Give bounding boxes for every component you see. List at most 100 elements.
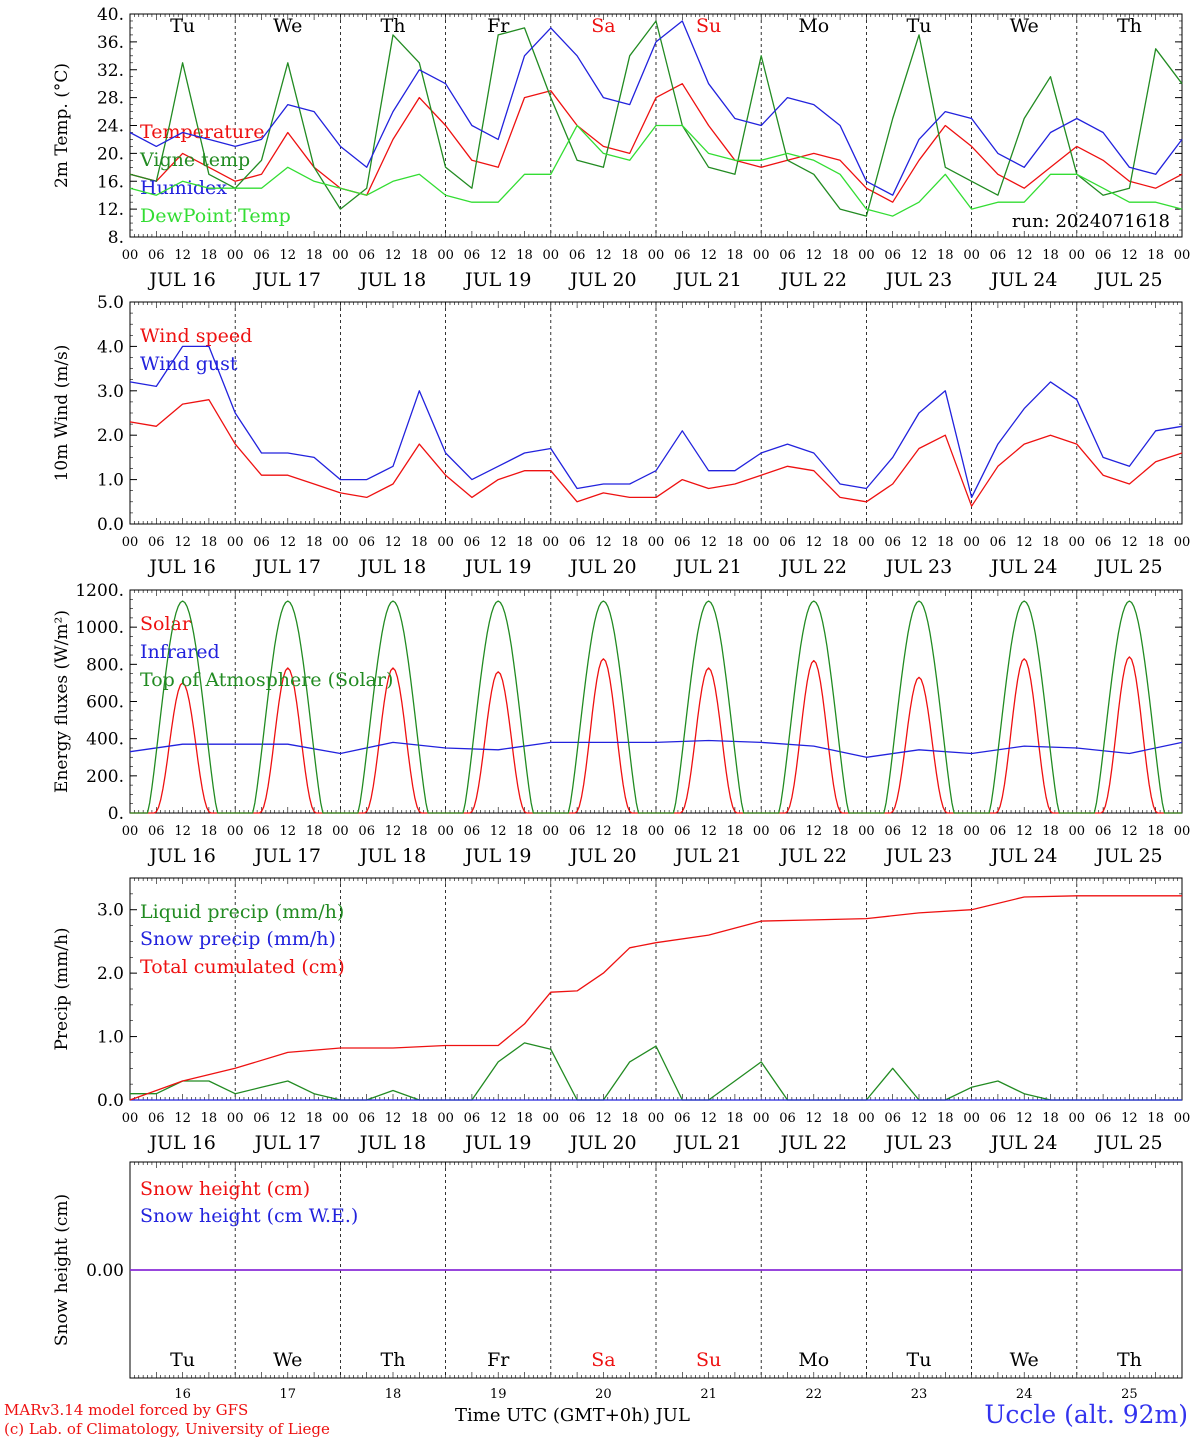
hour-tick-label: 06 xyxy=(148,535,165,550)
hour-tick-label: 00 xyxy=(332,248,349,263)
hour-tick-label: 18 xyxy=(516,535,533,550)
hour-tick-label: 00 xyxy=(1069,824,1086,839)
hour-tick-label: 06 xyxy=(148,824,165,839)
series-line xyxy=(129,739,1183,758)
series-line xyxy=(129,124,1183,217)
weekday-label: Fr xyxy=(487,15,510,37)
hour-tick-label: 12 xyxy=(490,1111,507,1126)
hour-tick-label: 06 xyxy=(358,1111,375,1126)
y-tick-label: 1200. xyxy=(75,581,124,601)
credit-line-2: (c) Lab. of Climatology, University of L… xyxy=(4,1420,330,1438)
hour-tick-label: 00 xyxy=(1069,248,1086,263)
hour-tick-label: 00 xyxy=(227,535,244,550)
y-axis-label: 2m Temp. (°C) xyxy=(52,63,72,188)
legend-entry: Snow height (cm) xyxy=(140,1178,310,1200)
day-label: JUL 22 xyxy=(779,845,847,867)
day-number-label: 24 xyxy=(1016,1387,1033,1400)
hour-tick-label: 00 xyxy=(122,1111,139,1126)
weekday-label: We xyxy=(1010,1349,1039,1371)
series-line xyxy=(129,895,1182,1101)
day-number-label: 21 xyxy=(700,1387,717,1400)
weekday-label: Sa xyxy=(591,1349,615,1371)
y-tick-label: 36. xyxy=(97,33,124,53)
weekday-label: Su xyxy=(696,1349,721,1371)
hour-tick-label: 12 xyxy=(595,824,612,839)
hour-tick-label: 18 xyxy=(411,824,428,839)
hour-tick-label: 00 xyxy=(227,248,244,263)
weekday-label: Fr xyxy=(487,1349,510,1371)
hour-tick-label: 18 xyxy=(727,248,744,263)
hour-tick-label: 12 xyxy=(700,248,717,263)
y-tick-label: 2.0 xyxy=(97,964,124,984)
hour-tick-label: 18 xyxy=(832,824,849,839)
hour-tick-label: 00 xyxy=(437,1111,454,1126)
legend-entry: Snow height (cm W.E.) xyxy=(140,1205,358,1227)
y-tick-label: 12. xyxy=(97,200,124,220)
legend-entry: Total cumulated (cm) xyxy=(140,956,345,978)
hour-tick-label: 18 xyxy=(201,535,218,550)
weekday-label: Mo xyxy=(798,15,829,37)
hour-tick-label: 06 xyxy=(990,824,1007,839)
run-annotation: run: 2024071618 xyxy=(1012,211,1170,232)
day-label: JUL 23 xyxy=(884,1132,952,1154)
meteogram-svg: 8. 12. 16. 20. 24. 28. 32. 36. 40. 2m Temp. (°C) 0… xyxy=(52,5,1191,1402)
hour-tick-label: 00 xyxy=(1174,1111,1191,1126)
hour-tick-label: 12 xyxy=(174,535,191,550)
legend-entry: Snow precip (mm/h) xyxy=(140,928,336,950)
hour-tick-label: 18 xyxy=(1147,1111,1164,1126)
hour-tick-label: 06 xyxy=(674,248,691,263)
weekday-label: Th xyxy=(381,15,406,37)
hour-tick-label: 18 xyxy=(1147,824,1164,839)
hour-tick-label: 18 xyxy=(621,248,638,263)
day-label: JUL 18 xyxy=(358,556,426,578)
hour-tick-label: 12 xyxy=(806,248,823,263)
hour-tick-label: 06 xyxy=(674,535,691,550)
hour-tick-label: 12 xyxy=(911,1111,928,1126)
legend-entry: Humidex xyxy=(140,177,227,199)
hour-tick-label: 12 xyxy=(806,1111,823,1126)
day-label: JUL 16 xyxy=(147,269,215,291)
hour-tick-label: 18 xyxy=(201,824,218,839)
hour-tick-label: 00 xyxy=(227,1111,244,1126)
day-number-label: 22 xyxy=(806,1387,823,1400)
hour-tick-label: 06 xyxy=(253,535,270,550)
hour-tick-label: 18 xyxy=(727,824,744,839)
hour-tick-label: 18 xyxy=(1042,248,1059,263)
day-label: JUL 21 xyxy=(673,269,741,291)
hour-tick-label: 00 xyxy=(227,824,244,839)
hour-tick-label: 12 xyxy=(385,1111,402,1126)
hour-tick-label: 00 xyxy=(1174,248,1191,263)
weekday-label: Th xyxy=(1117,15,1142,37)
hour-tick-label: 18 xyxy=(306,824,323,839)
day-label: JUL 18 xyxy=(358,845,426,867)
hour-tick-label: 00 xyxy=(122,824,139,839)
hour-tick-label: 12 xyxy=(385,535,402,550)
day-label: JUL 25 xyxy=(1094,845,1162,867)
x-axis-title: Time UTC (GMT+0h) JUL xyxy=(455,1405,690,1426)
hour-tick-label: 06 xyxy=(990,535,1007,550)
day-label: JUL 22 xyxy=(779,556,847,578)
day-label: JUL 16 xyxy=(147,1132,215,1154)
day-label: JUL 25 xyxy=(1094,269,1162,291)
y-tick-label: 0.00 xyxy=(86,1261,124,1281)
y-tick-label: 40. xyxy=(97,5,124,25)
hour-tick-label: 06 xyxy=(779,824,796,839)
hour-tick-label: 06 xyxy=(779,535,796,550)
day-label: JUL 19 xyxy=(463,556,531,578)
hour-tick-label: 00 xyxy=(753,248,770,263)
hour-tick-label: 18 xyxy=(1147,535,1164,550)
hour-tick-label: 06 xyxy=(569,535,586,550)
day-label: JUL 22 xyxy=(779,269,847,291)
hour-tick-label: 18 xyxy=(621,1111,638,1126)
y-tick-label: 8. xyxy=(108,228,124,248)
hour-tick-label: 12 xyxy=(911,248,928,263)
hour-tick-label: 00 xyxy=(963,535,980,550)
day-label: JUL 19 xyxy=(463,845,531,867)
weekday-label: Tu xyxy=(170,15,195,37)
hour-tick-label: 12 xyxy=(174,824,191,839)
day-label: JUL 21 xyxy=(673,556,741,578)
hour-tick-label: 00 xyxy=(648,824,665,839)
hour-tick-label: 18 xyxy=(937,824,954,839)
hour-tick-label: 06 xyxy=(569,248,586,263)
